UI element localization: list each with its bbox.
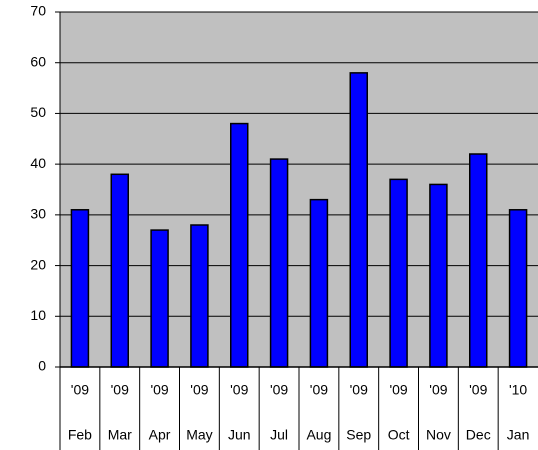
x-year-label: '10 — [509, 382, 527, 398]
x-year-label: '09 — [230, 382, 248, 398]
bar — [190, 224, 209, 368]
x-tick-label: Jun — [228, 427, 251, 443]
x-year-label: '09 — [270, 382, 288, 398]
x-year-label: '09 — [469, 382, 487, 398]
y-tick-label: 60 — [30, 53, 46, 69]
x-tick-label: Mar — [108, 427, 132, 443]
bar — [230, 122, 249, 368]
x-year-label: '09 — [350, 382, 368, 398]
bar — [269, 158, 289, 368]
bar — [429, 183, 448, 368]
x-year-label: '09 — [71, 382, 89, 398]
bar — [389, 178, 408, 368]
bar — [508, 209, 528, 368]
x-year-label: '09 — [190, 382, 208, 398]
x-tick-label: Sep — [346, 427, 371, 443]
bar — [309, 198, 329, 368]
x-tick-label: Jan — [507, 427, 530, 443]
y-tick-label: 40 — [30, 155, 46, 171]
x-tick-label: Jul — [270, 427, 288, 443]
y-tick-label: 20 — [30, 256, 46, 272]
plot-area — [60, 12, 538, 367]
x-tick-label: Apr — [149, 427, 171, 443]
bar — [349, 72, 368, 368]
x-year-label: '09 — [111, 382, 129, 398]
bar — [110, 173, 129, 368]
x-year-label: '09 — [389, 382, 407, 398]
x-year-label: '09 — [429, 382, 447, 398]
y-tick-label: 50 — [30, 104, 46, 120]
x-year-label: '09 — [150, 382, 168, 398]
bar — [150, 229, 169, 368]
y-tick-label: 10 — [30, 307, 46, 323]
bar — [70, 209, 90, 368]
x-year-label: '09 — [310, 382, 328, 398]
x-tick-label: May — [186, 427, 212, 443]
y-tick-label: 0 — [38, 358, 46, 374]
x-tick-label: Aug — [306, 427, 331, 443]
x-tick-label: Nov — [426, 427, 451, 443]
x-tick-label: Oct — [388, 427, 410, 443]
y-tick-label: 30 — [30, 206, 46, 222]
x-tick-label: Dec — [466, 427, 491, 443]
x-tick-label: Feb — [68, 427, 92, 443]
bar — [469, 153, 488, 368]
y-tick-label: 70 — [30, 3, 46, 19]
